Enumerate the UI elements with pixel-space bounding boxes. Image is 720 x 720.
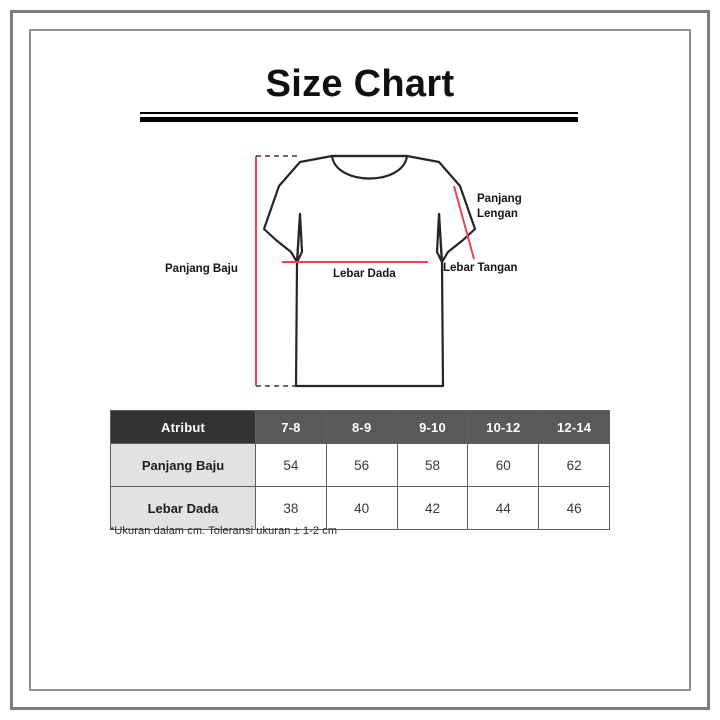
page-title: Size Chart (265, 63, 455, 105)
decorative-outer-frame (10, 10, 710, 710)
size-table-body: Panjang Baju 54 56 58 60 62 Lebar Dada 3… (110, 443, 610, 530)
cell-lebar-dada-7-8: 38 (255, 486, 327, 530)
table-header-size-10-12: 10-12 (467, 410, 540, 444)
cell-panjang-baju-10-12: 60 (467, 443, 540, 487)
cell-panjang-baju-7-8: 54 (255, 443, 327, 487)
row-label-panjang-baju: Panjang Baju (110, 443, 256, 487)
cell-lebar-dada-9-10: 42 (396, 486, 469, 530)
size-table-wrap: Atribut 7-8 8-9 9-10 10-12 12-14 Panjang… (110, 410, 610, 530)
size-footnote: *Ukuran dalam cm. Toleransi ukuran ± 1-2… (110, 525, 338, 537)
cell-panjang-baju-9-10: 58 (396, 443, 469, 487)
divider-line-thick (140, 117, 578, 122)
size-table-head: Atribut 7-8 8-9 9-10 10-12 12-14 (110, 410, 610, 444)
cell-panjang-baju-12-14: 62 (538, 443, 610, 487)
table-header-size-8-9: 8-9 (325, 410, 398, 444)
table-header-size-7-8: 7-8 (255, 410, 327, 444)
table-row: Lebar Dada 38 40 42 44 46 (110, 486, 610, 530)
label-lebar-dada: Lebar Dada (333, 268, 396, 280)
size-table: Atribut 7-8 8-9 9-10 10-12 12-14 Panjang… (110, 410, 610, 530)
title-divider (140, 112, 578, 122)
table-header-atribut: Atribut (110, 410, 256, 444)
label-panjang-baju: Panjang Baju (165, 263, 238, 275)
cell-lebar-dada-12-14: 46 (538, 486, 610, 530)
table-header-size-12-14: 12-14 (538, 410, 610, 444)
cell-lebar-dada-8-9: 40 (325, 486, 398, 530)
table-row: Panjang Baju 54 56 58 60 62 (110, 443, 610, 487)
label-lebar-tangan: Lebar Tangan (443, 262, 518, 274)
label-panjang-lengan: Panjang Lengan (477, 193, 522, 220)
decorative-inner-frame (29, 29, 691, 691)
cell-panjang-baju-8-9: 56 (325, 443, 398, 487)
table-header-size-9-10: 9-10 (396, 410, 469, 444)
cell-lebar-dada-10-12: 44 (467, 486, 540, 530)
table-header-row: Atribut 7-8 8-9 9-10 10-12 12-14 (110, 410, 610, 444)
row-label-lebar-dada: Lebar Dada (110, 486, 256, 530)
divider-line-thin (140, 112, 578, 114)
